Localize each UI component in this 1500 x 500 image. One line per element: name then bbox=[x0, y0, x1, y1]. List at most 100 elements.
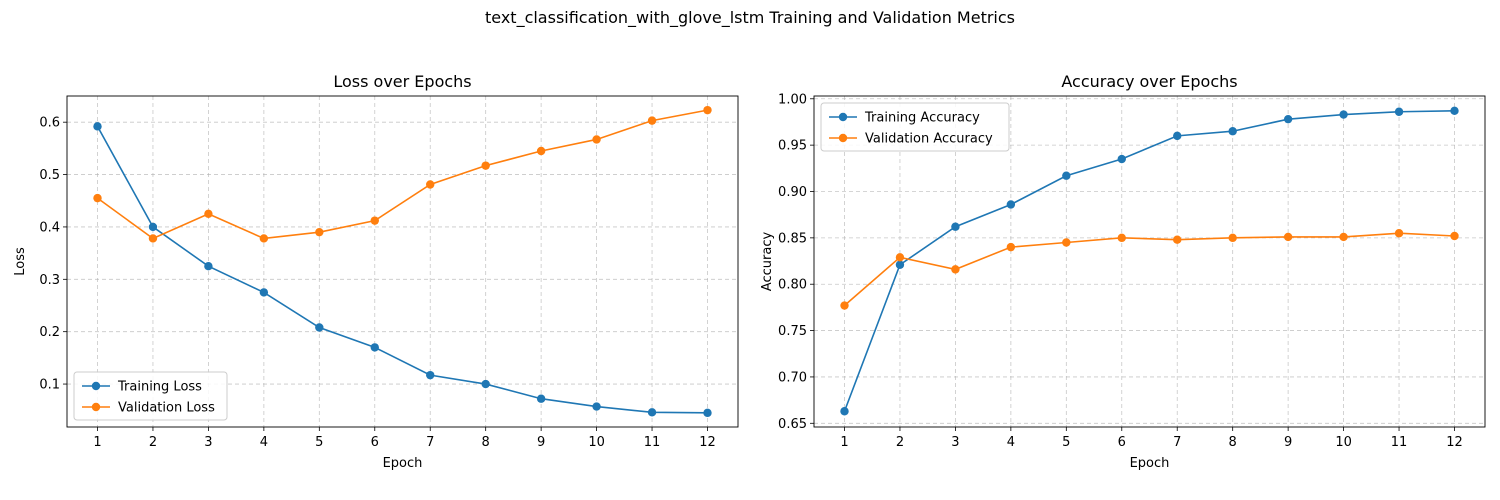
data-point bbox=[426, 180, 435, 189]
y-tick-label: 0.4 bbox=[39, 220, 60, 235]
data-point bbox=[1006, 242, 1016, 252]
x-axis-label: Epoch bbox=[383, 456, 423, 471]
series-line-2 bbox=[97, 109, 708, 240]
data-point bbox=[1394, 229, 1404, 238]
data-point bbox=[703, 105, 712, 115]
x-tick-label: 12 bbox=[699, 435, 716, 450]
x-tick-label: 11 bbox=[644, 435, 661, 450]
data-point bbox=[1062, 238, 1071, 247]
data-point bbox=[204, 262, 213, 271]
y-tick-label: 0.95 bbox=[778, 139, 807, 154]
x-tick-label: 3 bbox=[204, 435, 212, 450]
y-tick-label: 0.5 bbox=[39, 168, 60, 183]
x-tick-label: 8 bbox=[1229, 435, 1237, 450]
data-point bbox=[370, 343, 379, 352]
data-point bbox=[1450, 231, 1459, 241]
x-tick-label: 11 bbox=[1391, 435, 1408, 450]
data-point bbox=[647, 408, 657, 417]
y-tick-label: 0.75 bbox=[778, 324, 807, 339]
data-point bbox=[481, 161, 490, 170]
x-tick-label: 12 bbox=[1446, 435, 1463, 450]
data-point bbox=[148, 234, 158, 243]
legend-label: Validation Loss bbox=[118, 401, 215, 416]
x-tick-label: 6 bbox=[371, 435, 379, 450]
y-tick-label: 0.85 bbox=[778, 231, 807, 246]
data-point bbox=[1228, 127, 1237, 136]
data-point bbox=[1173, 131, 1182, 141]
legend: Training Accuracy Validation Accuracy bbox=[820, 102, 1010, 152]
x-tick-label: 5 bbox=[315, 435, 323, 450]
chart-panel-2: 1 2 3 4 5 6 7 8 9 10 11 120.650.700.750.800.850.900… bbox=[760, 72, 1486, 471]
legend-label: Training Accuracy bbox=[864, 111, 980, 126]
x-tick-label: 5 bbox=[1062, 435, 1070, 450]
data-point bbox=[1228, 233, 1237, 243]
data-point bbox=[951, 222, 960, 231]
data-point bbox=[370, 216, 379, 225]
series-line-1 bbox=[96, 125, 708, 414]
data-point bbox=[93, 122, 102, 131]
legend-box bbox=[73, 371, 228, 421]
legend-marker bbox=[91, 381, 101, 391]
data-point bbox=[204, 209, 213, 219]
data-point bbox=[426, 370, 435, 380]
x-tick-label: 6 bbox=[1118, 435, 1126, 450]
series-line-2 bbox=[843, 232, 1455, 307]
y-tick-label: 0.2 bbox=[39, 325, 60, 340]
legend-label: Training Loss bbox=[117, 380, 202, 395]
data-point bbox=[1339, 110, 1348, 119]
data-point bbox=[1006, 200, 1016, 209]
x-tick-label: 7 bbox=[1173, 435, 1181, 450]
data-point bbox=[481, 379, 490, 389]
data-point bbox=[1117, 154, 1126, 164]
y-tick-label: 0.3 bbox=[39, 273, 60, 288]
x-tick-label: 4 bbox=[260, 435, 268, 450]
y-axis-label: Accuracy bbox=[760, 232, 775, 292]
x-axis-label: Epoch bbox=[1130, 456, 1170, 471]
y-tick-label: 0.80 bbox=[778, 278, 807, 293]
y-tick-label: 0.6 bbox=[39, 116, 60, 131]
plot-frame bbox=[66, 95, 739, 428]
data-point bbox=[1062, 171, 1071, 180]
data-point bbox=[592, 402, 601, 411]
y-tick-label: 0.1 bbox=[39, 378, 60, 393]
x-tick-label: 3 bbox=[951, 435, 959, 450]
data-point bbox=[315, 323, 324, 332]
legend-marker bbox=[91, 402, 101, 412]
x-tick-label: 2 bbox=[896, 435, 904, 450]
data-point bbox=[840, 301, 849, 310]
data-point bbox=[592, 135, 601, 144]
data-point bbox=[840, 407, 849, 416]
x-tick-label: 9 bbox=[1284, 435, 1292, 450]
data-point bbox=[1117, 233, 1126, 243]
legend-marker bbox=[838, 112, 848, 122]
y-axis-label: Loss bbox=[13, 247, 28, 276]
data-point bbox=[951, 265, 960, 274]
data-point bbox=[895, 260, 905, 269]
legend-box bbox=[820, 102, 1010, 152]
x-tick-label: 8 bbox=[482, 435, 490, 450]
data-point bbox=[259, 234, 269, 243]
y-tick-label: 0.65 bbox=[778, 417, 807, 432]
x-tick-label: 1 bbox=[840, 435, 848, 450]
data-point bbox=[93, 193, 102, 203]
data-point bbox=[1450, 106, 1459, 116]
legend: Training Loss Validation Loss bbox=[73, 371, 228, 421]
data-point bbox=[259, 288, 269, 297]
plot-frame bbox=[813, 95, 1486, 428]
data-point bbox=[1173, 235, 1182, 244]
data-point bbox=[148, 222, 158, 232]
data-point bbox=[1283, 232, 1293, 242]
figure-title: text_classification_with_glove_lstm Trai… bbox=[485, 8, 1015, 28]
legend-marker bbox=[838, 133, 848, 143]
data-point bbox=[1339, 232, 1348, 242]
data-point bbox=[647, 116, 657, 125]
y-tick-label: 0.90 bbox=[778, 185, 807, 200]
data-point bbox=[1394, 107, 1404, 116]
data-point bbox=[895, 253, 905, 262]
x-tick-label: 10 bbox=[588, 435, 605, 450]
x-tick-label: 7 bbox=[426, 435, 434, 450]
data-point bbox=[536, 394, 546, 403]
